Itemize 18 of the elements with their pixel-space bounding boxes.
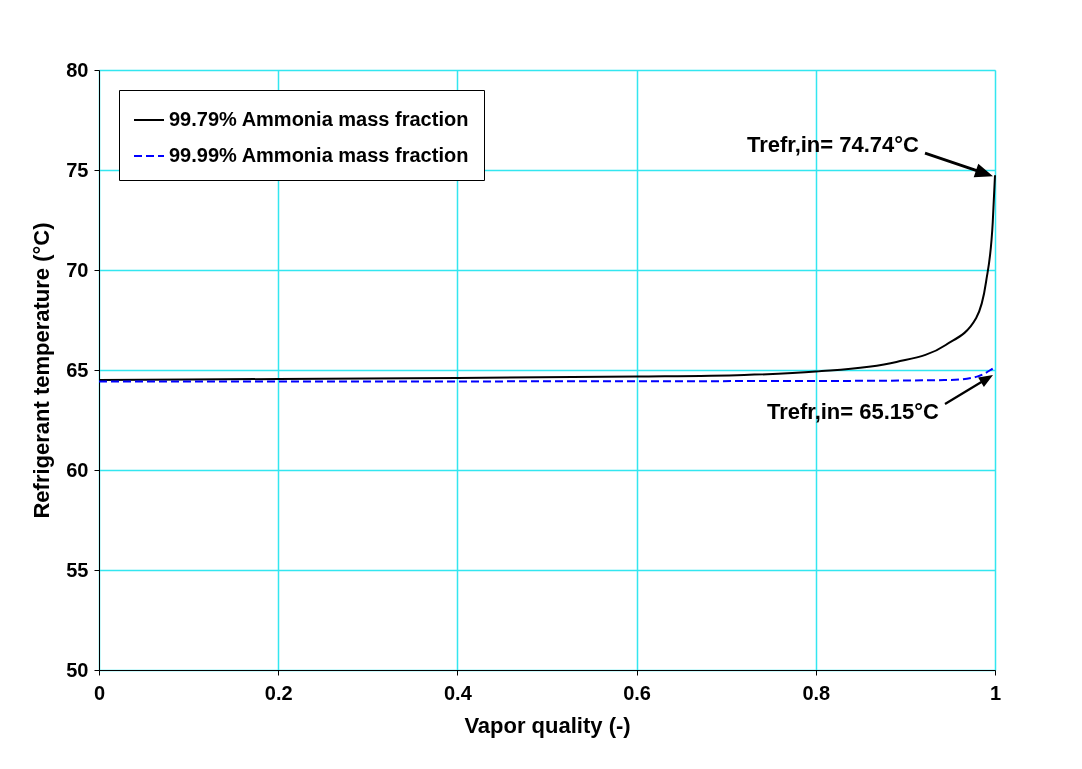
y-tick-label: 50 [66,658,89,681]
x-tick-label: 0.6 [623,681,652,704]
legend-label: 99.99% Ammonia mass fraction [169,144,469,166]
x-tick-label: 0.8 [802,681,831,704]
y-tick-label: 65 [66,358,89,381]
y-tick-label: 55 [66,558,89,581]
y-axis-title: Refrigerant temperature (°C) [29,222,55,519]
line-series [98,366,996,383]
x-axis-title: Vapor quality (-) [464,712,631,738]
y-tick-label: 60 [66,458,89,481]
x-tick-label: 0.4 [443,681,473,704]
y-tick-label: 75 [66,158,89,181]
x-tick-label: 0.2 [264,681,293,704]
y-tick-label: 70 [66,258,89,281]
legend-label: 99.79% Ammonia mass fraction [169,108,469,130]
x-tick-label: 0 [93,681,106,704]
x-tick-label: 1 [989,681,1002,704]
y-tick-label: 80 [66,58,89,81]
